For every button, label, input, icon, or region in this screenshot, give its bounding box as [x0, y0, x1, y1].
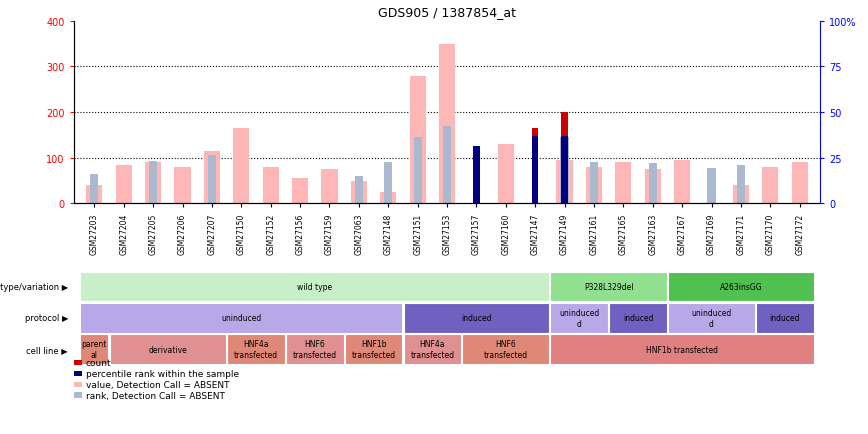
Bar — [550, 303, 608, 333]
Bar — [532, 137, 538, 204]
Text: uninduced
d: uninduced d — [692, 309, 732, 328]
Bar — [707, 168, 715, 204]
Bar — [562, 113, 568, 204]
Bar — [410, 76, 425, 204]
Text: cell line ▶: cell line ▶ — [26, 345, 68, 354]
Bar — [645, 170, 661, 204]
Bar — [556, 161, 573, 204]
Bar — [380, 193, 397, 204]
Bar — [792, 163, 808, 204]
Bar — [586, 168, 602, 204]
Text: parent
al: parent al — [82, 340, 107, 359]
Bar — [90, 174, 98, 204]
Bar — [404, 303, 549, 333]
Text: value, Detection Call = ABSENT: value, Detection Call = ABSENT — [86, 380, 229, 389]
Bar — [80, 303, 403, 333]
Bar — [74, 371, 82, 376]
Text: uninduced: uninduced — [221, 314, 261, 322]
Bar — [443, 126, 451, 204]
Text: wild type: wild type — [297, 283, 332, 291]
Bar — [413, 138, 422, 204]
Bar — [74, 360, 82, 365]
Text: induced: induced — [461, 314, 491, 322]
Bar — [109, 335, 226, 364]
Text: genotype/variation ▶: genotype/variation ▶ — [0, 283, 68, 291]
Bar — [321, 170, 338, 204]
Bar — [609, 303, 667, 333]
Bar — [615, 163, 631, 204]
Title: GDS905 / 1387854_at: GDS905 / 1387854_at — [378, 6, 516, 19]
Bar — [292, 179, 308, 204]
Bar — [648, 164, 657, 204]
Text: protocol ▶: protocol ▶ — [24, 314, 68, 322]
Bar — [74, 392, 82, 398]
Text: rank, Detection Call = ABSENT: rank, Detection Call = ABSENT — [86, 391, 225, 400]
Bar — [145, 163, 161, 204]
Text: induced: induced — [770, 314, 800, 322]
Bar — [86, 186, 102, 204]
Bar — [355, 177, 363, 204]
Bar — [74, 382, 82, 387]
Bar — [149, 162, 157, 204]
Bar — [385, 163, 392, 204]
Text: HNF6
transfected: HNF6 transfected — [293, 340, 337, 359]
Bar — [463, 335, 549, 364]
Bar — [674, 161, 690, 204]
Bar — [80, 272, 549, 302]
Bar — [668, 272, 814, 302]
Text: uninduced
d: uninduced d — [559, 309, 600, 328]
Bar — [532, 129, 538, 204]
Bar — [668, 303, 755, 333]
Text: HNF6
transfected: HNF6 transfected — [483, 340, 528, 359]
Text: derivative: derivative — [148, 345, 187, 354]
Bar — [404, 335, 461, 364]
Bar — [174, 168, 191, 204]
Bar — [80, 335, 108, 364]
Text: A263insGG: A263insGG — [720, 283, 762, 291]
Bar — [497, 145, 514, 204]
Bar — [562, 137, 568, 204]
Bar — [473, 147, 480, 204]
Bar — [756, 303, 814, 333]
Bar — [473, 147, 480, 204]
Bar — [733, 186, 749, 204]
Bar — [762, 168, 779, 204]
Bar — [737, 165, 745, 204]
Text: HNF1b transfected: HNF1b transfected — [646, 345, 718, 354]
Text: count: count — [86, 358, 111, 367]
Text: HNF4a
transfected: HNF4a transfected — [411, 340, 454, 359]
Text: percentile rank within the sample: percentile rank within the sample — [86, 369, 239, 378]
Bar — [550, 335, 814, 364]
Text: P328L329del: P328L329del — [584, 283, 634, 291]
Bar — [204, 151, 220, 204]
Bar — [115, 165, 132, 204]
Bar — [550, 272, 667, 302]
Bar — [207, 156, 216, 204]
Bar — [286, 335, 344, 364]
Bar — [590, 163, 598, 204]
Bar — [439, 44, 455, 204]
Text: HNF4a
transfected: HNF4a transfected — [234, 340, 278, 359]
Bar — [227, 335, 285, 364]
Bar — [345, 335, 403, 364]
Bar — [233, 129, 249, 204]
Text: HNF1b
transfected: HNF1b transfected — [352, 340, 396, 359]
Text: induced: induced — [623, 314, 654, 322]
Bar — [561, 138, 569, 204]
Bar — [351, 181, 367, 204]
Bar — [263, 168, 279, 204]
